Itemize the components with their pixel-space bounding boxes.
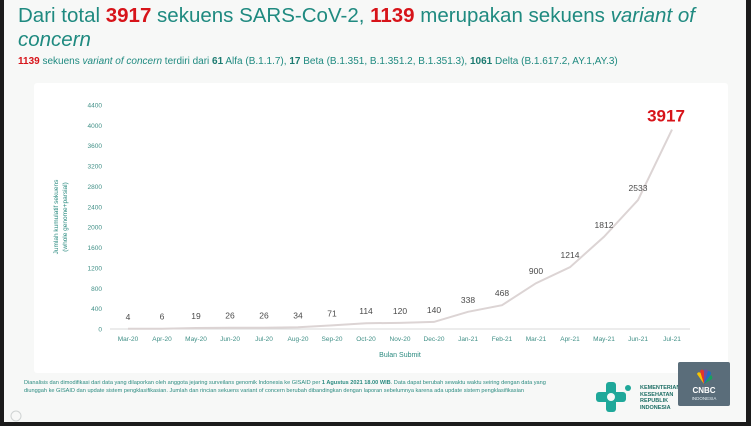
data-label: 19 (191, 311, 201, 321)
subtitle-italic: variant of concern (82, 56, 163, 67)
data-label: 468 (495, 288, 509, 298)
title-text-1: Dari total (18, 4, 106, 27)
y-tick-label: 400 (91, 306, 102, 313)
data-label: 1812 (595, 220, 614, 230)
line-chart: 0 400 800 1200 1600 2000 2400 2800 3200 3600 4000 4… (53, 103, 690, 359)
subtitle-count: 1139 (18, 56, 40, 67)
subtitle-delta: Delta (B.1.617.2, AY.1,AY.3) (492, 56, 618, 67)
slide-title: Dari total 3917 sekuens SARS-CoV-2, 1139… (18, 4, 718, 52)
x-tick-label: Apr-21 (560, 336, 580, 343)
title-italic: variant of concern (18, 4, 695, 51)
cnbc-label: CNBC (692, 386, 716, 395)
data-labels: 4 6 19 26 26 34 71 114 120 140 338 468 900 1214 1812 25… (126, 107, 685, 322)
title-text-2: sekuens SARS-CoV-2, (151, 4, 371, 27)
x-tick-label: Jul-20 (255, 336, 273, 343)
logo-line2: KESEHATAN (640, 391, 674, 398)
data-label: 114 (359, 306, 373, 316)
cnbc-sub: INDONESIA (691, 396, 717, 401)
y-tick-label: 1600 (88, 245, 103, 252)
y-tick-label: 4400 (88, 103, 103, 110)
x-tick-label: Oct-20 (356, 336, 376, 343)
data-label: 34 (293, 310, 303, 320)
x-tick-label: Jul-21 (663, 336, 681, 343)
data-label: 338 (461, 295, 475, 305)
x-tick-label: Jun-20 (220, 336, 240, 343)
kemenkes-logo: KEMENTERIAN KESEHATAN REPUBLIK INDONESIA (592, 380, 712, 416)
footnote: Dianalisis dan dimodifikasi dari data ya… (24, 379, 614, 395)
data-label: 900 (529, 266, 543, 276)
y-tick-label: 800 (91, 286, 102, 293)
subtitle-text-2: terdiri dari (162, 56, 213, 67)
series-line (127, 129, 673, 330)
y-tick-label: 2800 (88, 184, 103, 191)
data-label: 6 (160, 312, 165, 322)
peacock-icon (697, 369, 713, 384)
data-label: 140 (427, 305, 441, 315)
footnote-date: 1 Agustus 2021 18.00 WIB (321, 380, 391, 386)
y-axis: 0 400 800 1200 1600 2000 2400 2800 3200 3600 4000 4… (88, 103, 103, 334)
x-tick-label: Sep-20 (322, 336, 343, 343)
subtitle-beta-count: 17 (289, 56, 301, 67)
chart-panel: 0 400 800 1200 1600 2000 2400 2800 3200 3600 4000 4… (34, 83, 728, 373)
footnote-line1b: . Data dapat berubah sewaktu waktu seiri… (390, 380, 546, 386)
title-total: 3917 (105, 4, 152, 27)
subtitle-alpha-count: 61 (212, 56, 224, 67)
data-label-highlight: 3917 (647, 107, 685, 126)
subtitle-beta: Beta (B.1.351, B.1.351.2, B.1.351.3), (300, 56, 470, 67)
logo-line4: INDONESIA (640, 404, 671, 411)
data-label: 71 (327, 308, 337, 318)
data-label: 26 (259, 311, 269, 321)
kemenkes-wordmark: KEMENTERIAN KESEHATAN REPUBLIK INDONESIA (640, 385, 680, 411)
data-label: 2533 (629, 183, 648, 193)
y-tick-label: 2400 (88, 204, 103, 211)
y-tick-label: 3200 (88, 164, 103, 171)
title-text-3: merupakan sekuens (414, 4, 611, 27)
x-tick-label: May-20 (185, 336, 207, 343)
x-tick-label: Apr-20 (152, 336, 172, 343)
x-tick-label: Dec-20 (424, 336, 445, 343)
x-axis-label: Bulan Submit (379, 352, 421, 359)
x-tick-label: May-21 (593, 336, 615, 343)
kemenkes-emblem-icon (596, 382, 631, 412)
subtitle-delta-count: 1061 (470, 56, 493, 67)
x-tick-label: Nov-20 (390, 336, 411, 343)
y-tick-label: 1200 (88, 265, 103, 272)
subtitle-alpha: Alfa (B.1.1.7), (223, 56, 290, 67)
y-tick-label: 3600 (88, 143, 103, 150)
logo-line3: REPUBLIK (640, 398, 669, 404)
title-voc-count: 1139 (370, 4, 415, 27)
y-tick-label: 4000 (88, 123, 103, 130)
y-tick-label: 2000 (88, 225, 103, 232)
data-label: 1214 (561, 250, 580, 260)
presentation-slide: Dari total 3917 sekuens SARS-CoV-2, 1139… (4, 0, 746, 422)
x-tick-label: Jan-21 (458, 336, 478, 343)
y-axis-label-line2: (whole genome+parsial) (62, 182, 69, 252)
x-tick-label: Aug-20 (288, 336, 309, 343)
x-tick-label: Jun-21 (628, 336, 648, 343)
data-label: 120 (393, 306, 407, 316)
data-label: 26 (225, 311, 235, 321)
logo-line1: KEMENTERIAN (640, 385, 681, 391)
footnote-line2: diunggah ke GISAID dan update sistem pen… (24, 388, 525, 394)
player-control-icon[interactable] (10, 409, 22, 422)
subtitle-text-1: sekuens (39, 56, 83, 67)
y-tick-label: 0 (98, 327, 102, 334)
x-axis: Mar-20 Apr-20 May-20 Jun-20 Jul-20 Aug-20 Sep-… (118, 336, 682, 343)
y-axis-label: Jumlah kumulatif sekuens (53, 179, 60, 255)
slide-subtitle: 1139 sekuens variant of concern terdiri … (18, 55, 738, 69)
data-label: 4 (126, 312, 131, 322)
x-tick-label: Feb-21 (492, 336, 513, 343)
x-tick-label: Mar-21 (526, 336, 547, 343)
x-tick-label: Mar-20 (118, 336, 139, 343)
footnote-line1a: Dianalisis dan dimodifikasi dari data ya… (24, 380, 322, 386)
cnbc-watermark: CNBC INDONESIA (678, 362, 730, 406)
